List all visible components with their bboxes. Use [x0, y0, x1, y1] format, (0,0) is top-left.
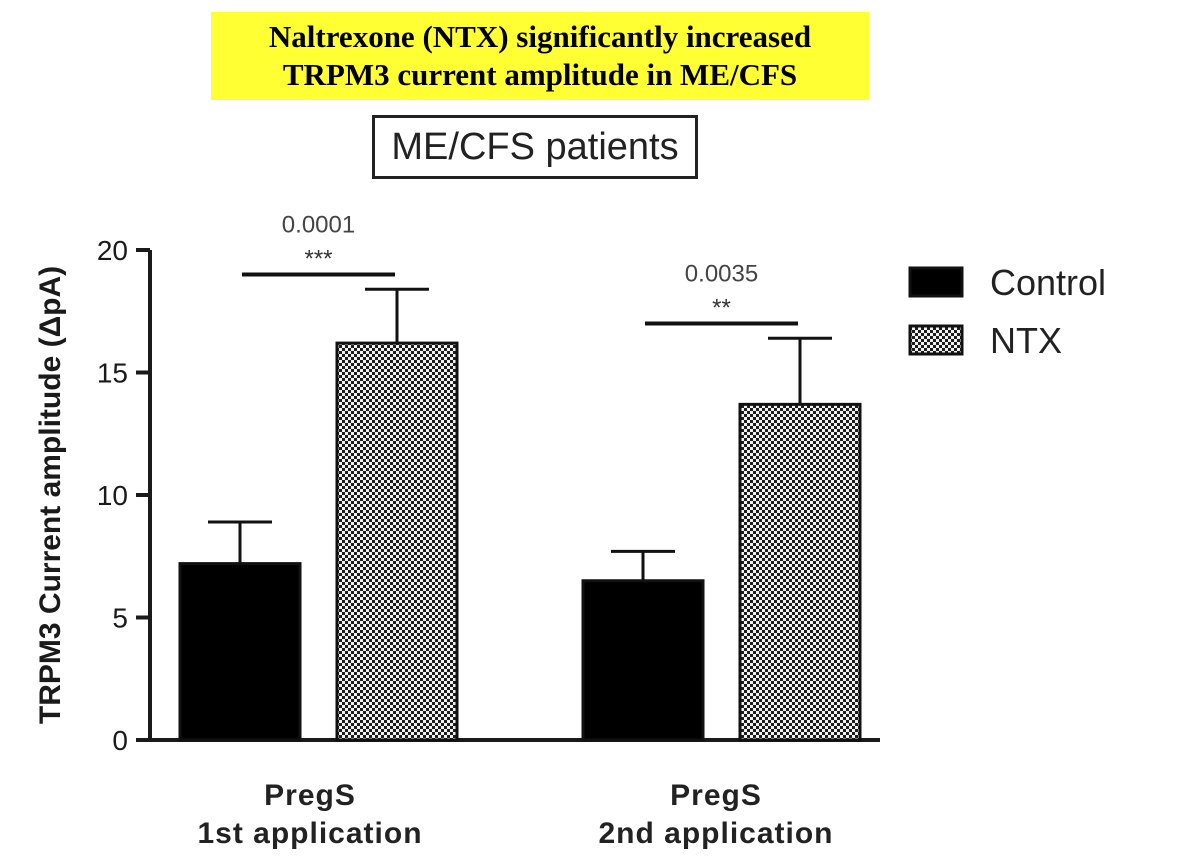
- chart-marks: *** 0.0001 ** 0.0035: [178, 212, 862, 742]
- y-tick-label: 20: [97, 235, 128, 266]
- x-category-label-line2: 1st application: [197, 817, 422, 850]
- legend-swatch-control: [908, 266, 964, 298]
- significance-p-value: 0.0035: [685, 261, 758, 288]
- chart-axes: 0 5 10 15 20 TRPM3 Current amplitude (ΔpA) Pre…: [34, 235, 880, 850]
- x-category-label-line2: 2nd application: [598, 817, 833, 850]
- bar-ntx: [335, 341, 459, 742]
- y-tick-label: 5: [112, 603, 128, 634]
- headline-line-1: Naltrexone (NTX) significantly increased: [268, 19, 812, 54]
- bar-control: [178, 562, 302, 742]
- y-axis-label: TRPM3 Current amplitude (ΔpA): [34, 266, 67, 724]
- bar-control: [581, 579, 705, 742]
- legend-swatch-ntx: [908, 324, 964, 356]
- bar-ntx: [738, 402, 862, 742]
- y-tick-label: 15: [97, 358, 128, 389]
- significance-p-value: 0.0001: [282, 212, 355, 239]
- panel-label: ME/CFS patients: [372, 115, 698, 179]
- y-tick-label: 0: [112, 725, 128, 756]
- headline-line-2: TRPM3 current amplitude in ME/CFS: [282, 57, 798, 92]
- chart-legend: Control NTX: [908, 262, 1106, 361]
- y-tick-label: 10: [97, 480, 128, 511]
- x-category-label-line1: PregS: [670, 779, 762, 812]
- significance-stars: **: [712, 295, 731, 322]
- x-category-label-line1: PregS: [264, 779, 356, 812]
- legend-label-control: Control: [990, 262, 1106, 303]
- headline-banner: Naltrexone (NTX) significantly increased…: [211, 12, 869, 100]
- legend-label-ntx: NTX: [990, 320, 1062, 361]
- significance-stars: ***: [304, 246, 332, 273]
